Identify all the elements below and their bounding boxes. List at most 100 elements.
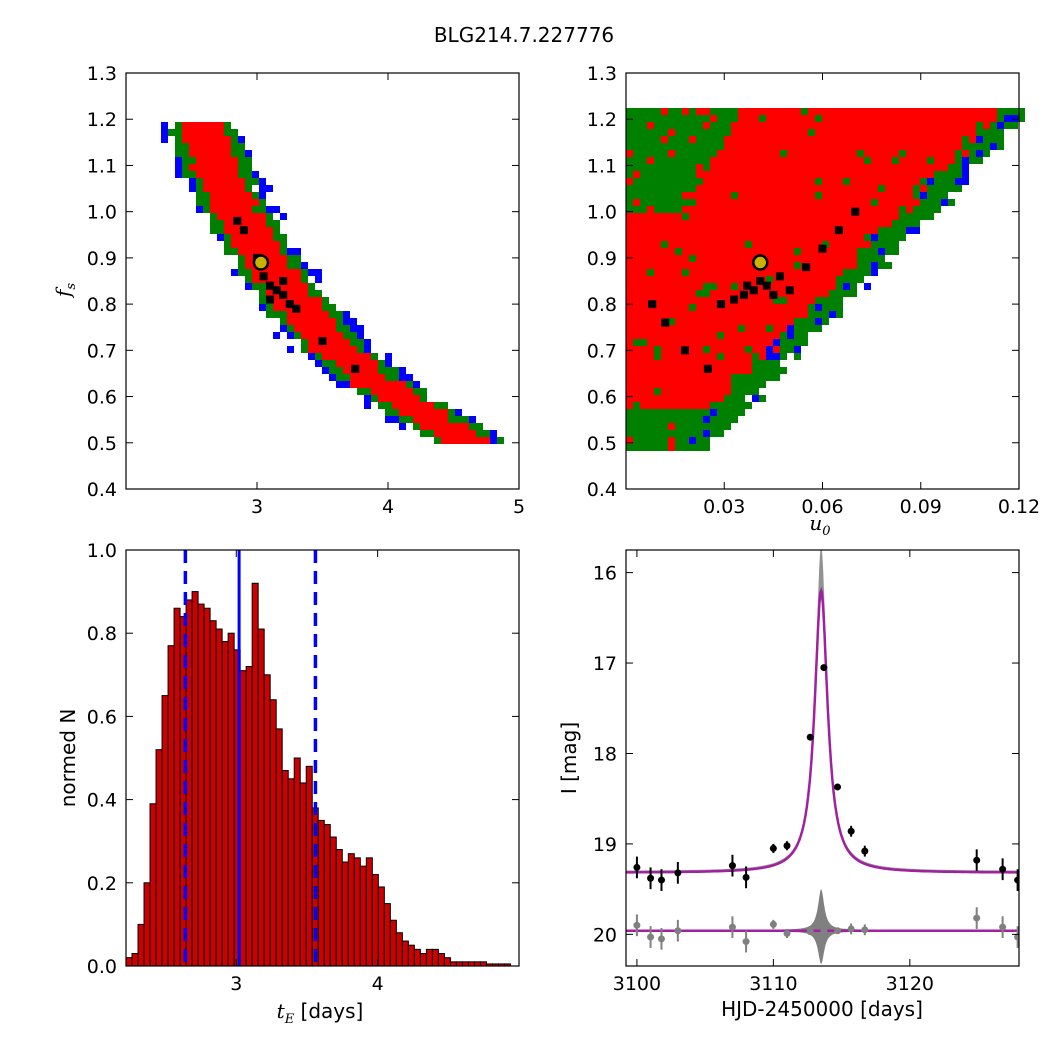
density-cell (731, 367, 738, 374)
residual-point (806, 928, 814, 936)
density-cell (661, 276, 668, 283)
density-cell (815, 241, 822, 248)
density-cell (301, 283, 308, 290)
density-cell (766, 122, 773, 129)
density-cell (266, 290, 273, 297)
density-cell (850, 115, 857, 122)
density-cell (689, 157, 696, 164)
density-cell (843, 206, 850, 213)
density-cell (794, 171, 801, 178)
density-cell (983, 143, 990, 150)
density-cell (850, 227, 857, 234)
density-cell (752, 150, 759, 157)
density-cell (413, 381, 420, 388)
density-cell (682, 290, 689, 297)
density-cell (941, 178, 948, 185)
density-cell (203, 143, 210, 150)
density-cell (413, 423, 420, 430)
density-cell (745, 346, 752, 353)
density-cell (787, 108, 794, 115)
best-fit-cell (661, 318, 670, 327)
density-cell (647, 108, 654, 115)
density-cell (801, 304, 808, 311)
density-cell (738, 318, 745, 325)
density-cell (301, 290, 308, 297)
density-cell (455, 430, 462, 437)
density-cell (822, 241, 829, 248)
density-cell (1011, 115, 1018, 122)
density-cell (710, 283, 717, 290)
density-cell (675, 416, 682, 423)
density-cell (808, 262, 815, 269)
density-cell (794, 262, 801, 269)
density-cell (997, 108, 1004, 115)
density-cell (717, 227, 724, 234)
density-cell (836, 241, 843, 248)
density-cell (626, 150, 633, 157)
density-cell (822, 290, 829, 297)
density-cell (969, 115, 976, 122)
density-cell (787, 164, 794, 171)
density-cell (682, 213, 689, 220)
density-cell (682, 381, 689, 388)
density-cell (871, 220, 878, 227)
density-cell (752, 136, 759, 143)
density-cell (633, 360, 640, 367)
density-cell (675, 367, 682, 374)
density-cell (661, 248, 668, 255)
x-tick-label: 3120 (886, 973, 934, 995)
density-cell (822, 199, 829, 206)
density-cell (682, 150, 689, 157)
density-cell (724, 164, 731, 171)
density-cell (203, 206, 210, 213)
density-cell (231, 241, 238, 248)
density-cell (836, 269, 843, 276)
density-cell (717, 318, 724, 325)
density-cell (633, 423, 640, 430)
density-cell (815, 206, 822, 213)
density-cell (857, 185, 864, 192)
density-cell (647, 437, 654, 444)
density-cell (661, 192, 668, 199)
density-cell (745, 297, 752, 304)
density-cell (822, 164, 829, 171)
density-cell (815, 178, 822, 185)
density-cell (899, 192, 906, 199)
density-cell (350, 325, 357, 332)
density-cell (710, 143, 717, 150)
data-point (647, 874, 655, 882)
density-cell (843, 255, 850, 262)
density-cell (710, 290, 717, 297)
density-cell (252, 234, 259, 241)
density-cell (913, 157, 920, 164)
density-cell (266, 311, 273, 318)
density-cell (329, 353, 336, 360)
density-cell (724, 143, 731, 150)
density-cell (787, 206, 794, 213)
density-cell (266, 248, 273, 255)
density-cell (850, 241, 857, 248)
density-cell (682, 339, 689, 346)
density-cell (962, 150, 969, 157)
y-tick-label: 1.2 (587, 109, 617, 131)
y-tick-label: 0.5 (587, 433, 617, 455)
density-cell (654, 290, 661, 297)
density-cell (710, 409, 717, 416)
density-cell (378, 374, 385, 381)
density-cell (626, 311, 633, 318)
density-cell (829, 115, 836, 122)
density-cell (336, 332, 343, 339)
density-cell (808, 178, 815, 185)
density-cell (731, 325, 738, 332)
y-tick-label: 1.1 (87, 155, 117, 177)
density-cell (490, 430, 497, 437)
density-cell (661, 227, 668, 234)
density-cell (808, 304, 815, 311)
density-cell (689, 402, 696, 409)
density-cell (766, 150, 773, 157)
density-cell (217, 129, 224, 136)
density-cell (850, 220, 857, 227)
density-cell (315, 353, 322, 360)
density-cell (920, 185, 927, 192)
